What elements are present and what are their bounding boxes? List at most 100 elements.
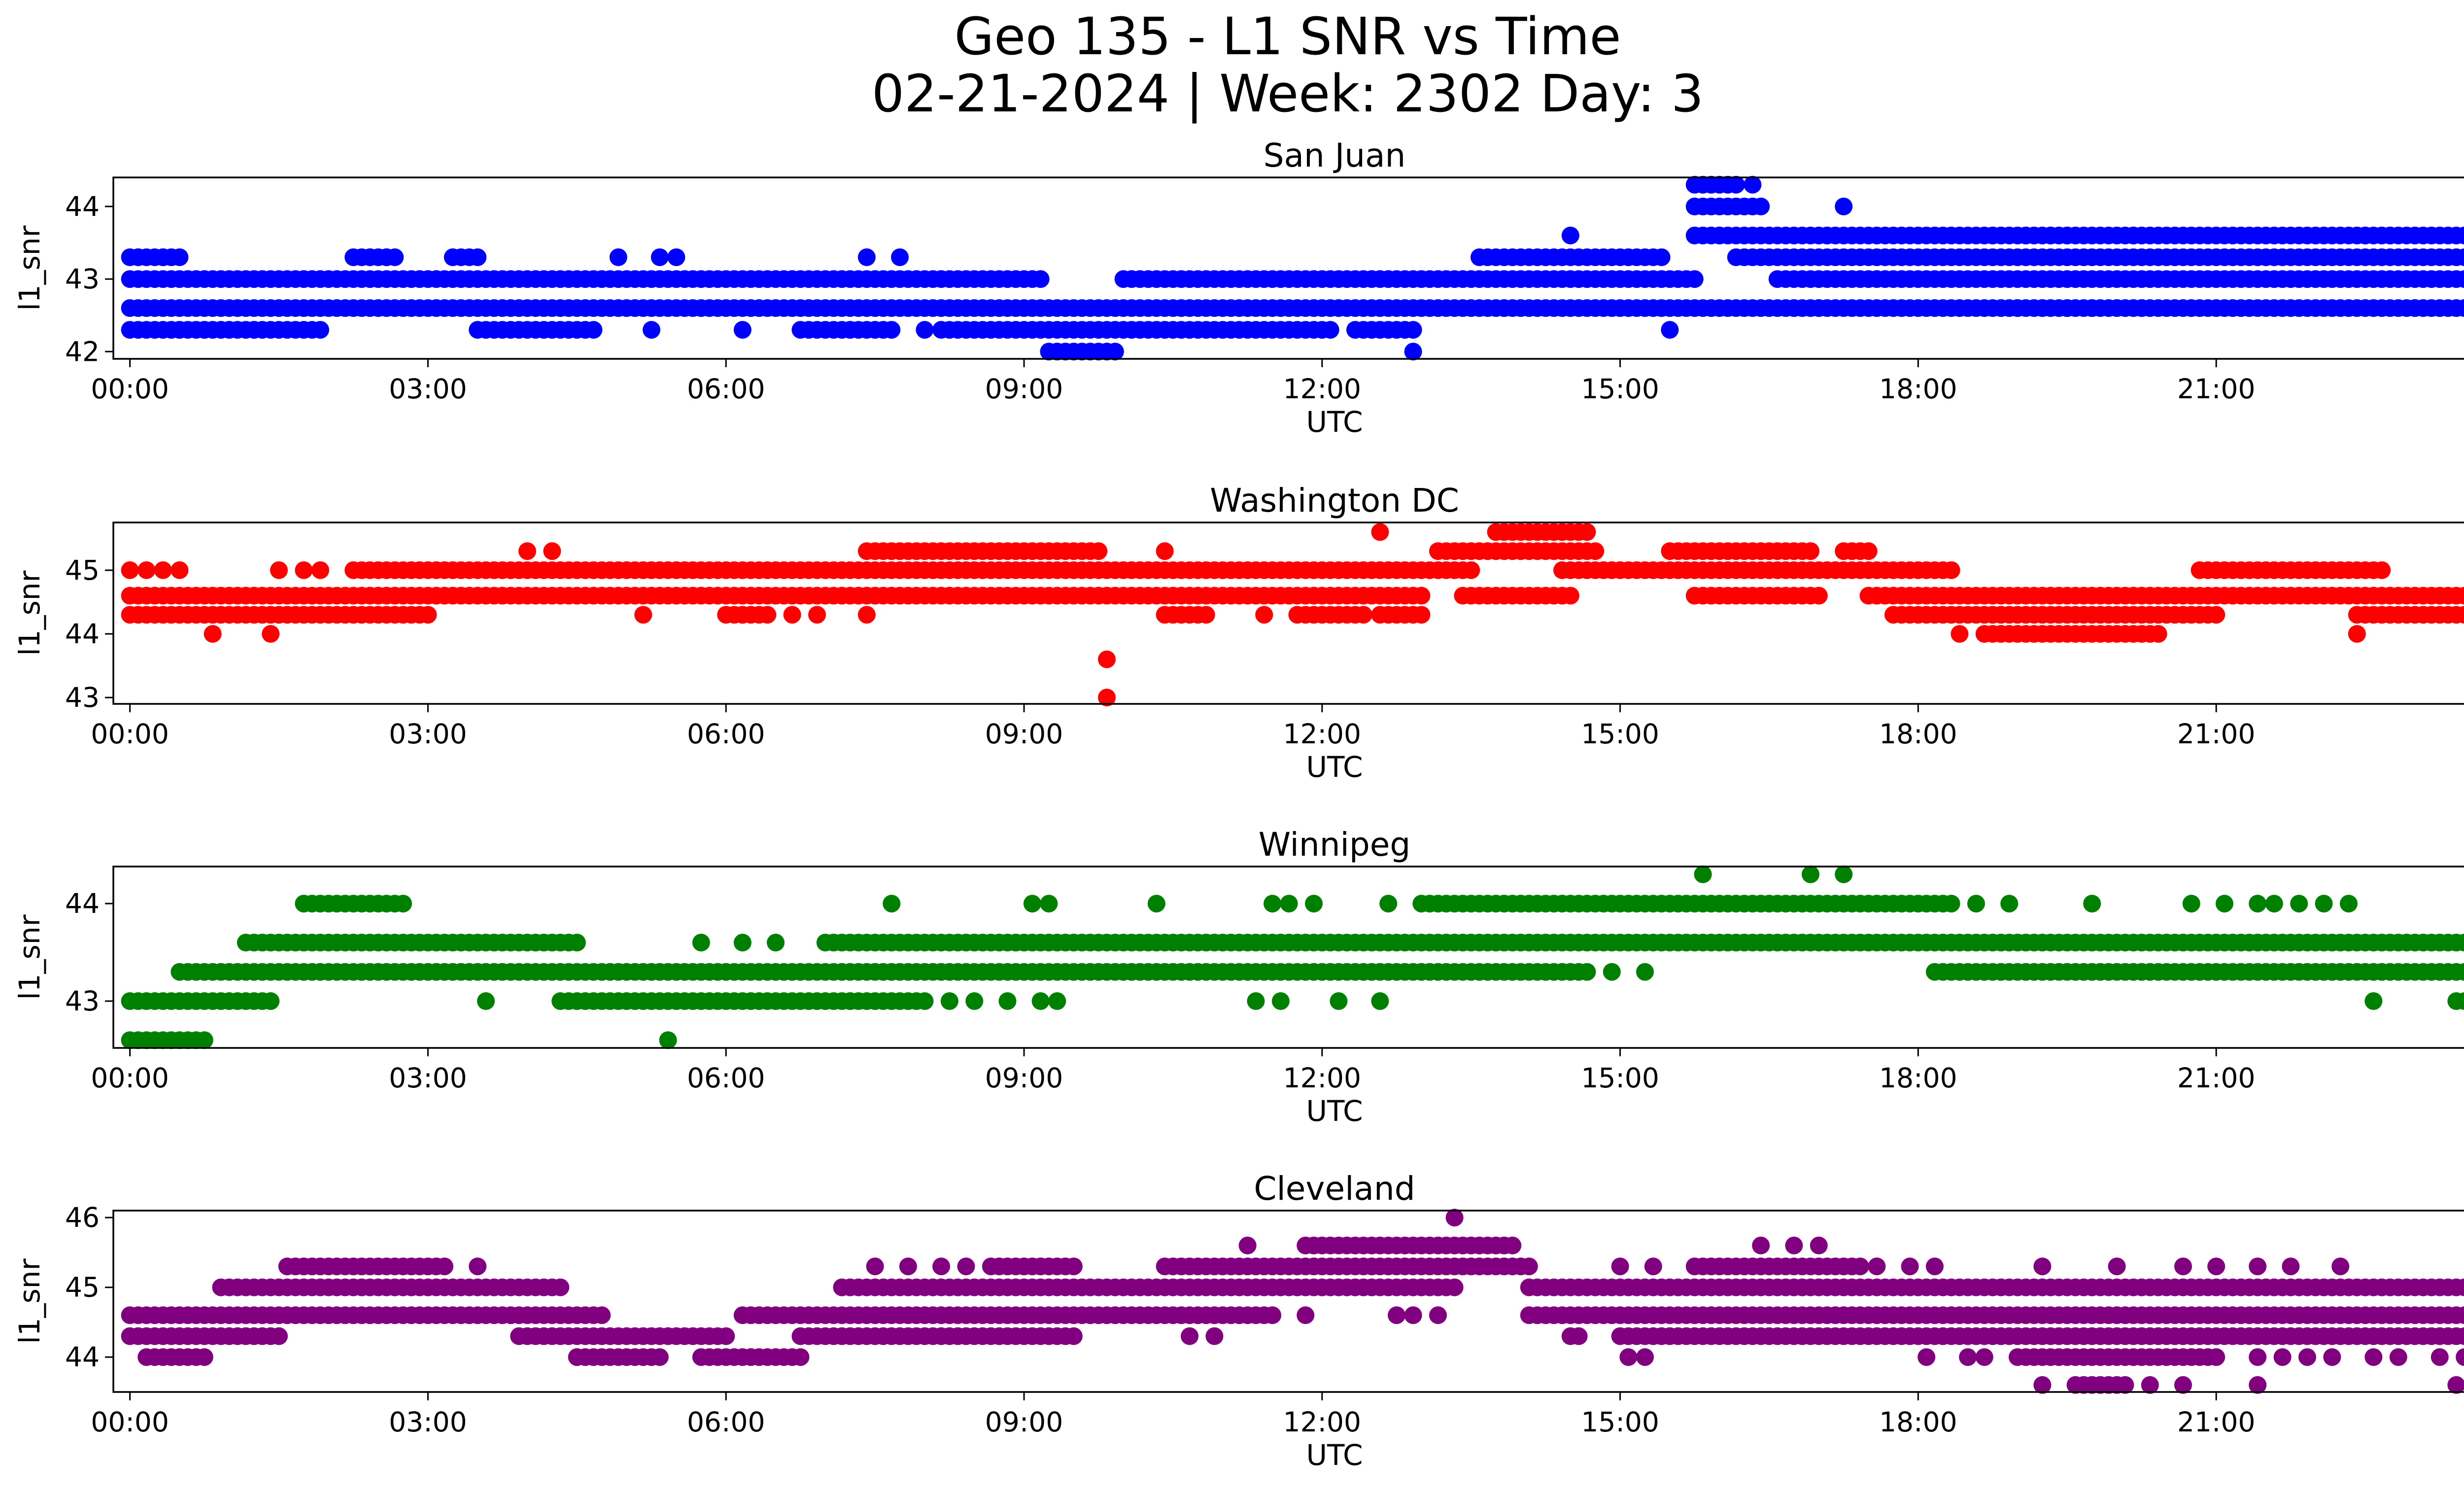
data-point [1685, 270, 1704, 288]
x-tick-label: 00:00 [91, 718, 169, 750]
data-point [1744, 175, 1762, 194]
data-point [262, 992, 280, 1010]
data-point [767, 934, 785, 952]
data-point [1090, 542, 1108, 560]
subplot-title-winnipeg: Winnipeg [1259, 826, 1411, 864]
subplot-washington-dc: Washington DC 00:00 03:00 06:00 09:00 12:00 15… [13, 482, 2464, 784]
data-point [650, 248, 669, 266]
x-tick-label: 15:00 [1581, 718, 1659, 750]
data-point [1942, 895, 1960, 913]
data-point [270, 1327, 288, 1345]
data-point [137, 561, 156, 579]
data-point [1561, 226, 1579, 244]
data-point [1379, 895, 1398, 913]
data-point [2249, 1376, 2267, 1394]
data-point [791, 1348, 810, 1366]
data-point [2066, 1376, 2085, 1394]
data-point [2406, 299, 2424, 317]
data-point [2133, 299, 2151, 317]
data-point [1205, 1327, 1224, 1345]
data-point [1644, 1257, 1662, 1276]
y-tick-label: 43 [65, 263, 100, 295]
data-point [220, 321, 239, 339]
x-tick-label: 03:00 [389, 718, 467, 750]
subplots: San Juan 00:00 03:00 06:00 09:00 12:00 15:00 18… [13, 137, 2464, 1472]
data-point [171, 321, 189, 339]
data-point [2298, 1348, 2316, 1366]
figure-title-line2: 02-21-2024 | Week: 2302 Day: 3 [872, 64, 1704, 124]
subplot-cleveland: Cleveland 00:00 03:00 06:00 09:00 12:00 15:00 1… [13, 1170, 2464, 1472]
data-point [394, 895, 412, 913]
data-point [568, 934, 586, 952]
data-point [2323, 1348, 2341, 1366]
data-point [469, 248, 487, 266]
x-tick-label: 06:00 [687, 373, 765, 405]
data-point [2456, 963, 2464, 981]
y-tick-label: 43 [65, 985, 100, 1017]
data-point [1727, 175, 1745, 194]
data-point [1603, 963, 1621, 981]
x-tick-label: 06:00 [687, 1406, 765, 1438]
x-tick-label: 12:00 [1283, 1406, 1362, 1438]
y-axis-label: l1_snr [13, 1258, 46, 1344]
data-point [1040, 895, 1058, 913]
x-tick-label: 18:00 [1879, 1406, 1957, 1438]
data-point [2058, 299, 2076, 317]
data-point [2207, 1348, 2225, 1366]
x-tick-label: 09:00 [985, 1062, 1063, 1094]
data-point [733, 321, 752, 339]
data-point [634, 606, 652, 624]
data-point [1064, 1327, 1083, 1345]
data-point [2000, 895, 2019, 913]
x-tick-label: 00:00 [91, 1406, 169, 1438]
data-point [1942, 561, 1960, 579]
data-point [1404, 343, 1422, 361]
data-point [998, 992, 1017, 1010]
data-point [2456, 226, 2464, 244]
data-point [2207, 606, 2225, 624]
data-point [1586, 542, 1605, 560]
data-point [1967, 895, 1985, 913]
data-point [2149, 625, 2167, 643]
data-point [1694, 865, 1712, 883]
y-tick-label: 44 [65, 191, 100, 222]
data-point [1578, 963, 1596, 981]
x-tick-label: 03:00 [389, 373, 467, 405]
data-point [899, 1257, 917, 1276]
data-point [154, 248, 172, 266]
data-point [1917, 1348, 1936, 1366]
data-point [2381, 226, 2399, 244]
data-point [1031, 270, 1050, 288]
data-point [1810, 1236, 1828, 1254]
data-point [270, 561, 288, 579]
data-point [2456, 587, 2464, 605]
data-point [891, 248, 909, 266]
scatter-series-cleveland [121, 1209, 2464, 1394]
data-point [1959, 1348, 1977, 1366]
data-point [1023, 895, 1041, 913]
data-point [2033, 1376, 2052, 1394]
data-point [2315, 895, 2333, 913]
data-point [1371, 523, 1389, 541]
x-tick-label: 09:00 [985, 373, 1063, 405]
data-point [1354, 606, 1372, 624]
data-point [2356, 226, 2374, 244]
x-axis-label: UTC [1306, 1438, 1363, 1472]
y-tick-label: 44 [65, 1341, 100, 1373]
data-point [667, 248, 685, 266]
x-tick-label: 18:00 [1879, 718, 1957, 750]
data-point [1371, 992, 1389, 1010]
data-point [2033, 1257, 2052, 1276]
data-point [1238, 1236, 1257, 1254]
x-tick-label: 03:00 [389, 1062, 467, 1094]
x-tick-label: 00:00 [91, 373, 169, 405]
data-point [1859, 542, 1878, 560]
data-point [1984, 226, 2002, 244]
data-point [1031, 992, 1050, 1010]
data-point [733, 606, 752, 624]
x-axis-label: UTC [1306, 1094, 1363, 1128]
data-point [1197, 606, 1215, 624]
data-point [2182, 895, 2200, 913]
scatter-series-san-juan [121, 175, 2464, 361]
data-point [2116, 1376, 2134, 1394]
